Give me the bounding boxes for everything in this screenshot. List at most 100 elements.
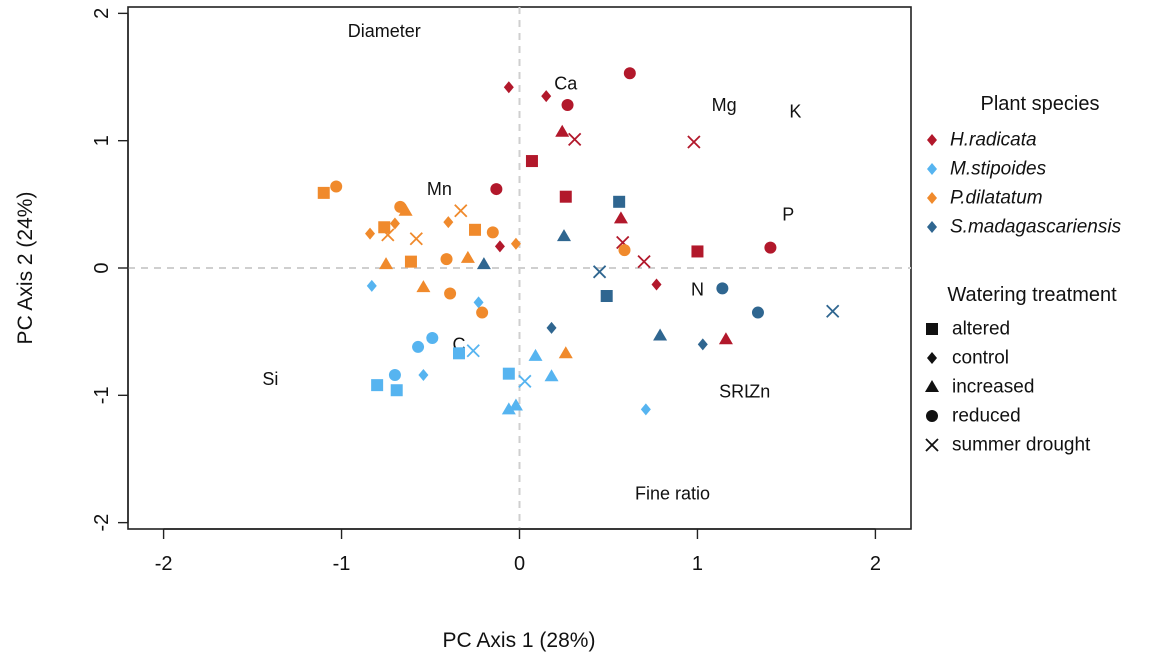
legend-treatment-label: altered xyxy=(952,319,1010,340)
data-point-increased xyxy=(476,257,491,270)
data-point-reduced xyxy=(412,340,425,353)
y-tick-label: 1 xyxy=(91,135,113,146)
data-point-reduced xyxy=(388,368,401,381)
data-point-summer-drought xyxy=(381,228,395,242)
data-point-increased xyxy=(460,250,475,263)
data-point-altered xyxy=(317,186,330,199)
data-point-summer-drought xyxy=(518,374,532,388)
score-points xyxy=(317,67,840,416)
loading-label: P xyxy=(782,205,794,225)
loading-label: Diameter xyxy=(348,21,421,41)
legend-species-swatch xyxy=(927,134,937,146)
legend-species-label: P.dilatatum xyxy=(950,188,1043,209)
data-point-altered xyxy=(404,255,417,268)
data-point-altered xyxy=(469,223,482,236)
data-point-summer-drought xyxy=(592,265,607,279)
data-point-control xyxy=(473,296,484,309)
legend-treatment-swatch xyxy=(926,323,938,335)
x-tick-label: 2 xyxy=(870,553,881,575)
legend-species-label: H.radicata xyxy=(950,130,1037,151)
legend-species-label: S.madagascariensis xyxy=(950,217,1122,238)
data-point-increased xyxy=(556,229,571,242)
data-point-altered xyxy=(600,290,613,303)
loading-label: N xyxy=(691,280,704,300)
data-point-reduced xyxy=(426,332,439,345)
data-point-reduced xyxy=(751,306,764,319)
data-point-altered xyxy=(613,195,626,208)
x-tick-label: 1 xyxy=(692,553,703,575)
data-point-control xyxy=(541,90,552,103)
x-tick-label: -1 xyxy=(333,553,351,575)
legend-species-swatch xyxy=(927,192,937,204)
loading-label: Zn xyxy=(749,381,770,401)
data-point-summer-drought xyxy=(637,254,651,269)
y-axis: -2 -1 0 1 2 xyxy=(91,8,129,532)
series-h-radicata xyxy=(490,67,777,345)
data-point-control xyxy=(640,403,651,416)
data-point-summer-drought xyxy=(826,304,840,318)
data-point-altered xyxy=(691,245,704,258)
legend-treatment-label: increased xyxy=(952,377,1034,398)
data-point-summer-drought xyxy=(409,232,423,246)
legend-species: Plant species H.radicata M.stipoides P.dil… xyxy=(927,93,1122,238)
loading-label: SRL xyxy=(719,381,754,401)
data-point-increased xyxy=(718,332,733,345)
y-tick-label: -2 xyxy=(91,514,113,532)
legend-species-label: M.stipoides xyxy=(950,159,1047,180)
y-axis-label: PC Axis 2 (24%) xyxy=(14,192,37,345)
series-m-stipoides xyxy=(366,279,651,416)
data-point-control xyxy=(389,217,400,230)
legend-species-title: Plant species xyxy=(981,93,1100,115)
loading-label: Ca xyxy=(554,73,578,93)
legend-treatment-swatch xyxy=(927,352,937,364)
data-point-altered xyxy=(559,190,572,203)
data-point-reduced xyxy=(486,226,499,239)
data-point-control xyxy=(697,338,708,351)
data-point-altered xyxy=(378,221,391,234)
legend-treatment-title: Watering treatment xyxy=(947,284,1117,306)
data-point-reduced xyxy=(330,180,343,193)
loading-label: Mg xyxy=(712,95,737,115)
legend-species-swatch xyxy=(927,221,937,233)
data-point-increased xyxy=(544,369,559,382)
data-point-reduced xyxy=(764,241,777,254)
data-point-increased xyxy=(501,402,516,415)
legend-species-swatch xyxy=(927,163,937,175)
data-point-increased xyxy=(613,211,628,224)
data-point-control xyxy=(651,278,662,291)
x-tick-label: 0 xyxy=(514,553,525,575)
data-point-altered xyxy=(525,155,538,168)
data-point-summer-drought xyxy=(687,135,701,149)
data-point-control xyxy=(503,81,514,94)
loading-label: Si xyxy=(262,369,278,389)
x-axis: -2 -1 0 1 2 xyxy=(155,528,881,575)
data-point-control xyxy=(546,321,557,334)
data-point-control xyxy=(443,216,454,229)
legend-treatment-swatch xyxy=(925,380,939,392)
data-point-reduced xyxy=(490,183,503,196)
data-point-increased xyxy=(528,348,543,361)
loading-label: K xyxy=(789,101,801,121)
data-point-control xyxy=(510,237,521,250)
data-point-control xyxy=(365,227,376,240)
legend-treatment-label: control xyxy=(952,348,1009,369)
data-point-reduced xyxy=(444,287,457,300)
data-point-control xyxy=(418,368,429,381)
data-point-summer-drought xyxy=(466,344,480,358)
series-p-dilatatum xyxy=(317,180,631,359)
legend-treatment-swatch xyxy=(926,410,938,422)
data-point-altered xyxy=(371,379,384,392)
loading-label: Fine ratio xyxy=(635,483,710,503)
data-point-altered xyxy=(390,384,403,397)
data-point-summer-drought xyxy=(568,132,582,147)
series-s-madagascariensis xyxy=(476,195,840,351)
legend-treatment-swatch xyxy=(925,438,939,452)
data-point-increased xyxy=(558,346,573,359)
y-tick-label: 0 xyxy=(91,262,113,273)
data-point-control xyxy=(494,240,505,253)
data-point-increased xyxy=(653,328,668,341)
data-point-reduced xyxy=(561,99,574,112)
data-point-reduced xyxy=(618,244,631,257)
data-point-altered xyxy=(452,347,465,360)
